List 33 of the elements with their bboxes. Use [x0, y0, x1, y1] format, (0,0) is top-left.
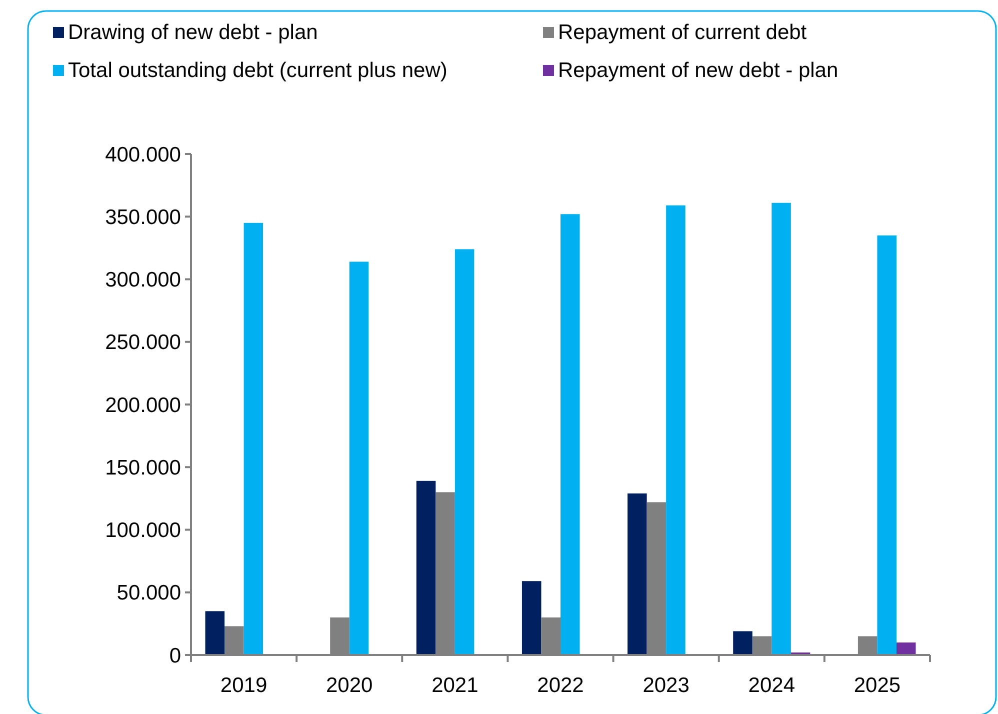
- x-tick-label: 2022: [537, 674, 584, 697]
- bar: [522, 581, 542, 655]
- x-tick-label: 2021: [432, 674, 478, 697]
- bar: [896, 642, 916, 655]
- bar: [560, 214, 580, 655]
- x-tick-label: 2024: [748, 674, 796, 697]
- bar: [628, 493, 647, 655]
- legend-label: Total outstanding debt (current plus new): [68, 59, 448, 82]
- legend-label: Drawing of new debt - plan: [68, 21, 318, 44]
- bar: [733, 631, 752, 655]
- bar: [349, 262, 369, 655]
- y-tick-label: 50.000: [116, 582, 181, 605]
- x-tick-label: 2023: [642, 674, 690, 697]
- y-tick-label: 150.000: [105, 456, 181, 480]
- x-tick-label: 2020: [326, 674, 373, 697]
- legend-label: Repayment of new debt - plan: [558, 59, 838, 82]
- y-tick-label: 300.000: [105, 268, 181, 292]
- bar: [877, 235, 896, 655]
- y-tick-label: 400.000: [105, 143, 181, 166]
- bar: [244, 222, 264, 655]
- bar: [772, 202, 791, 655]
- y-tick-label: 100.000: [105, 519, 181, 542]
- x-tick-label: 2019: [220, 674, 268, 697]
- x-tick-label: 2025: [854, 674, 901, 697]
- bar: [205, 611, 225, 655]
- y-tick-label: 250.000: [105, 331, 181, 354]
- legend-label: Repayment of current debt: [558, 21, 807, 44]
- bar: [416, 480, 436, 655]
- y-tick-label: 200.000: [105, 394, 181, 417]
- y-tick-label: 350.000: [105, 206, 181, 229]
- y-tick-label: 0: [169, 644, 181, 668]
- bar: [666, 205, 686, 655]
- bar: [454, 249, 474, 655]
